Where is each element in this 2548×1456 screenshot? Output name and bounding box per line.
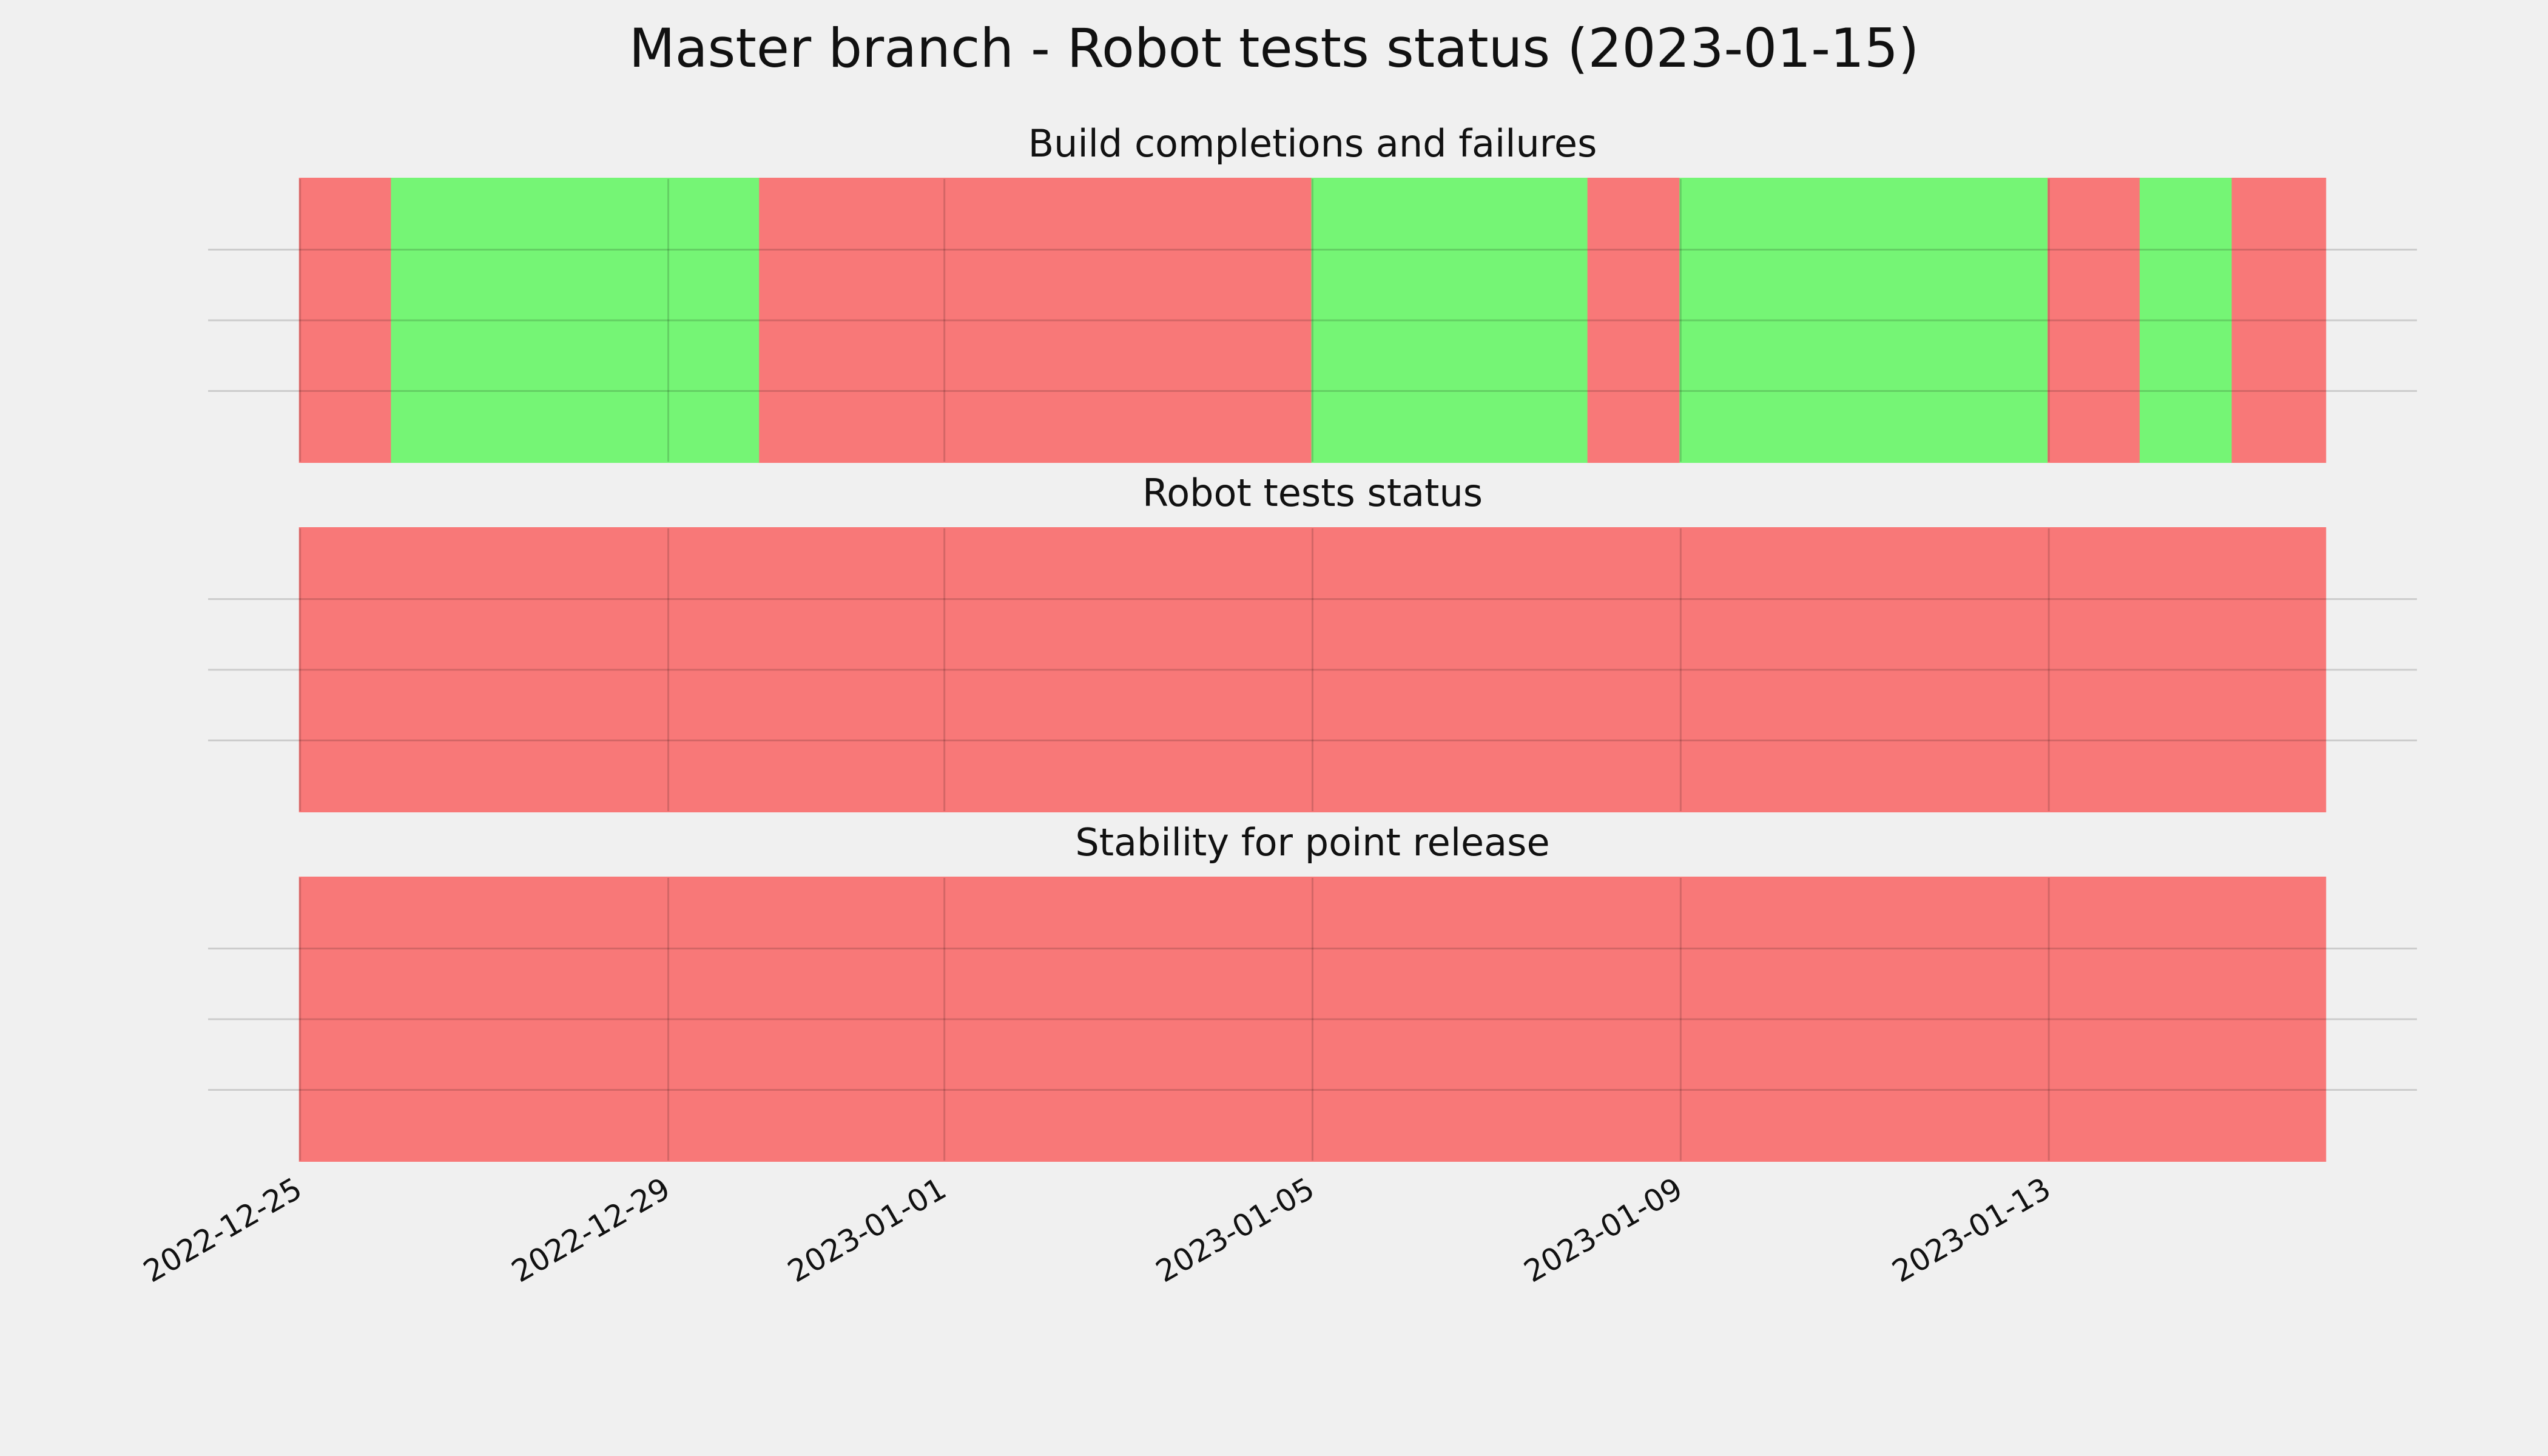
chart-title: Master branch - Robot tests status (2023… bbox=[629, 17, 1919, 79]
status-segment bbox=[298, 877, 2327, 1162]
status-segment bbox=[759, 178, 1314, 463]
status-segment bbox=[2231, 178, 2327, 463]
panel-title: Build completions and failures bbox=[1028, 121, 1597, 166]
panel-title: Robot tests status bbox=[1142, 471, 1483, 515]
status-segment bbox=[298, 527, 2327, 812]
status-segment bbox=[2139, 178, 2234, 463]
status-segment bbox=[1311, 178, 1590, 463]
status-segment bbox=[1587, 178, 1682, 463]
panel-title: Stability for point release bbox=[1075, 820, 1549, 864]
status-segment bbox=[298, 178, 394, 463]
status-segment bbox=[391, 178, 762, 463]
status-segment bbox=[1679, 178, 2051, 463]
